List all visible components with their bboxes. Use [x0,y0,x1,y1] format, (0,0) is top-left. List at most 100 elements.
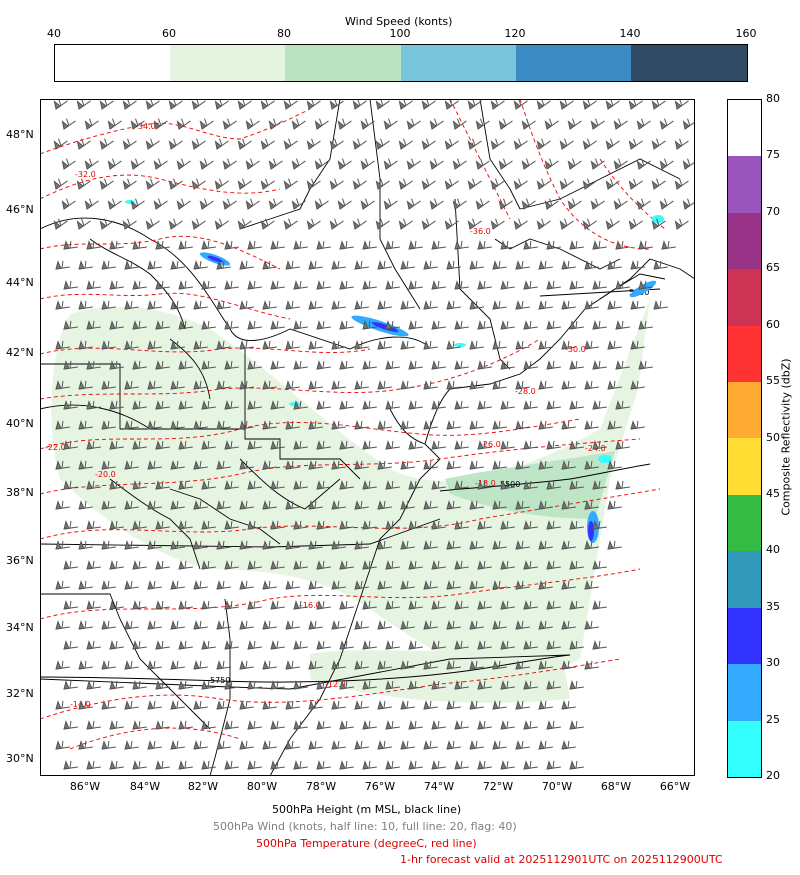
wind-barb [515,260,530,270]
wind-barb [247,600,262,610]
wind-barb [454,480,469,490]
wind-barb [569,440,584,450]
wind-barb [55,260,70,270]
wind-barb [360,118,375,130]
wind-barb [651,178,666,190]
wind-barb [145,99,160,110]
wind-barb [86,480,101,490]
wind-barb [262,740,277,750]
caption-wind: 500hPa Wind (knots, half line: 10, full … [213,820,517,833]
wind-barb [293,520,308,530]
wind-barb [331,420,346,430]
wind-barb [193,340,208,350]
wind-barb [316,520,331,530]
wind-barb [193,660,208,670]
wind-barb [155,480,170,490]
wind-barb [546,240,561,250]
wind-barb [247,440,262,450]
wind-barb [55,460,70,470]
wind-barb [306,138,321,150]
wind-barb [247,280,262,290]
wind-barb [546,480,561,490]
wind-barb [613,198,628,210]
wind-barb [454,280,469,290]
wind-barb [222,118,237,130]
wind-barb [454,680,469,690]
wind-barb [109,440,124,450]
wind-barb [285,540,300,550]
temp-label: -12.0 [325,680,346,689]
wind-barb [124,460,139,470]
wind-barb [178,400,193,410]
wind-barb [615,280,630,290]
wind-barb [122,138,137,150]
wind-barb [170,620,185,630]
wind-barb [469,380,484,390]
wind-barb [101,580,116,590]
wind-barb [247,400,262,410]
wind-barb [638,320,653,330]
wind-barb [377,540,392,550]
wind-barb [400,620,415,630]
wind-barb [582,99,597,110]
wind-barb [544,118,559,130]
wind-barb [339,520,354,530]
wind-barb [408,600,423,610]
wind-barb [569,320,584,330]
wind-barb [316,360,331,370]
wind-barb [339,680,354,690]
wind-barb [630,340,645,350]
reflectivity-colorbar-segment [728,607,761,665]
wind-barb [216,420,231,430]
wind-barb [467,138,482,150]
wind-barb [362,320,377,330]
wind-barb [546,360,561,370]
wind-barb [469,740,484,750]
wind-barb [224,360,239,370]
wind-barb [270,680,285,690]
wind-barb [467,218,482,230]
wind-barb [561,700,576,710]
wind-barb [293,760,308,770]
wind-barb [247,560,262,570]
wind-barb [63,600,78,610]
wind-barb [170,660,185,670]
wind-barb [408,640,423,650]
wind-colorbar-tick-label: 160 [735,27,757,40]
wind-barb [285,340,300,350]
wind-barb [78,420,93,430]
wind-barb [615,480,630,490]
wind-barb [224,320,239,330]
wind-barb [178,680,193,690]
wind-barb [55,380,70,390]
wind-barb [354,300,369,310]
wind-barb [377,260,392,270]
wind-barb [107,118,122,130]
wind-barb [147,660,162,670]
wind-barb [339,360,354,370]
wind-barb [613,118,628,130]
wind-barb [99,218,114,230]
wind-barb [492,660,507,670]
wind-barb [454,600,469,610]
wind-barb [492,300,507,310]
wind-barb [283,178,298,190]
wind-barb [331,260,346,270]
wind-barb [477,400,492,410]
wind-barb [628,178,643,190]
wind-barb [86,240,101,250]
wind-barb [500,360,515,370]
wind-barb [592,560,607,570]
wind-barb [354,340,369,350]
wind-barb [101,300,116,310]
wind-barb [155,440,170,450]
wind-barb [544,198,559,210]
wind-barb [408,280,423,290]
wind-barb [124,300,139,310]
wind-barb [86,600,101,610]
wind-barb [78,340,93,350]
wind-barb [155,680,170,690]
wind-barb [538,420,553,430]
wind-barb [132,480,147,490]
wind-barb [109,240,124,250]
